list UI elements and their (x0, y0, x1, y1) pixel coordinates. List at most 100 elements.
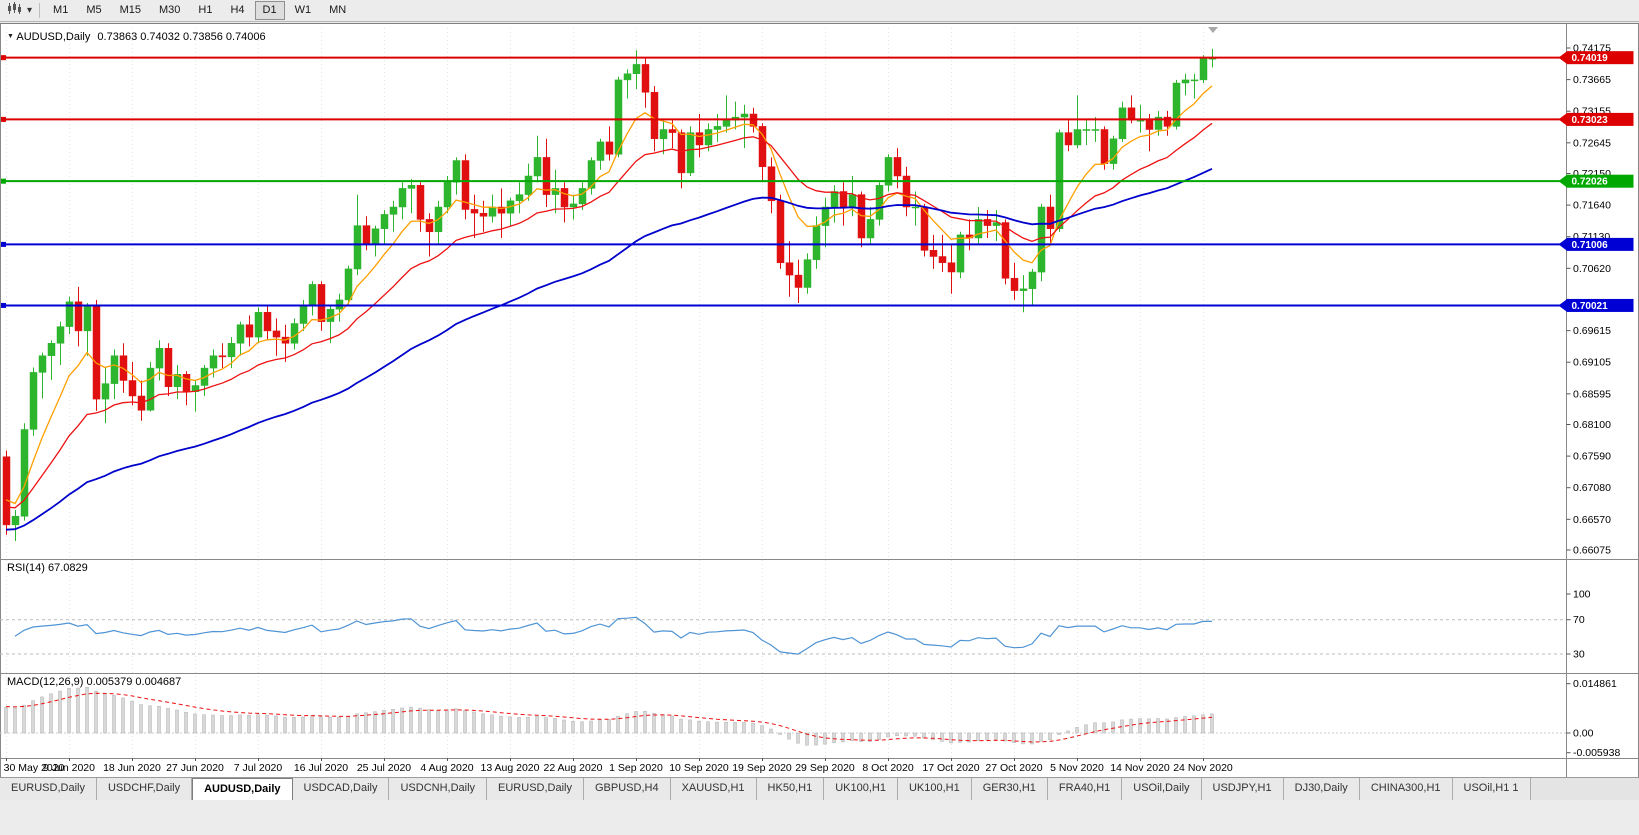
chart-symbol-label: AUDUSD,Daily (16, 31, 91, 43)
svg-text:25 Jul 2020: 25 Jul 2020 (357, 762, 411, 774)
chart-tab[interactable]: CHINA300,H1 (1359, 778, 1453, 800)
svg-text:0.74019: 0.74019 (1572, 53, 1609, 64)
svg-text:0.72645: 0.72645 (1573, 137, 1611, 149)
level-line-handle[interactable] (1, 55, 6, 61)
candlestick-chart-glyph (8, 1, 21, 14)
timeframe-buttons: M1 M5 M15 M30 H1 H4 D1 W1 MN (44, 1, 355, 20)
svg-text:0.67590: 0.67590 (1573, 451, 1611, 463)
level-line-handle[interactable] (1, 178, 6, 184)
chart-tab[interactable]: USDCAD,Daily (292, 778, 390, 800)
svg-text:0.66075: 0.66075 (1573, 545, 1611, 557)
macd-histogram (4, 686, 1214, 746)
svg-text:70: 70 (1573, 614, 1585, 626)
svg-text:0.68100: 0.68100 (1573, 419, 1611, 431)
svg-text:30: 30 (1573, 648, 1585, 660)
svg-text:0.67080: 0.67080 (1573, 482, 1611, 494)
svg-text:0.73665: 0.73665 (1573, 74, 1611, 86)
svg-text:19 Sep 2020: 19 Sep 2020 (732, 762, 792, 774)
svg-text:0.69615: 0.69615 (1573, 325, 1611, 337)
chart-tabs-bar: EURUSD,Daily USDCHF,Daily AUDUSD,Daily USDC… (0, 777, 1639, 800)
chart-tab[interactable]: USDCNH,Daily (389, 778, 488, 800)
price-axis-area[interactable] (1567, 24, 1639, 758)
svg-text:22 Aug 2020: 22 Aug 2020 (544, 762, 603, 774)
chart-tab[interactable]: XAUUSD,H1 (670, 778, 757, 800)
timeframe-button-d1[interactable]: D1 (254, 1, 285, 20)
chart-tab[interactable]: UK100,H1 (824, 778, 898, 800)
macd-pane-plot-area[interactable] (0, 673, 1566, 758)
chart-window: 0.741750.736650.731550.726450.721500.716… (0, 23, 1639, 778)
price-level-label: 0.73023 (1558, 112, 1634, 126)
chart-tab[interactable]: USDJPY,H1 (1201, 778, 1284, 800)
svg-text:7 Jul 2020: 7 Jul 2020 (234, 762, 283, 774)
price-level-label: 0.71006 (1558, 237, 1634, 251)
svg-text:-0.005938: -0.005938 (1573, 747, 1620, 759)
chart-title: ▼ AUDUSD,Daily 0.73863 0.74032 0.73856 0… (7, 31, 266, 43)
chart-dropdown-caret-icon[interactable]: ▾ (27, 4, 33, 16)
svg-text:16 Jul 2020: 16 Jul 2020 (294, 762, 348, 774)
ma-line-slow (5, 167, 1213, 531)
svg-text:0.70021: 0.70021 (1572, 301, 1609, 312)
svg-text:24 Nov 2020: 24 Nov 2020 (1173, 762, 1233, 774)
svg-text:13 Aug 2020: 13 Aug 2020 (481, 762, 540, 774)
level-line-handle[interactable] (1, 241, 6, 247)
level-line-handle[interactable] (1, 116, 6, 122)
price-level-label: 0.70021 (1558, 298, 1634, 312)
macd-signal-line (5, 692, 1213, 743)
svg-text:9 Jun 2020: 9 Jun 2020 (43, 762, 95, 774)
toolbar: ▾ M1 M5 M15 M30 H1 H4 D1 W1 MN (0, 0, 1639, 22)
chart-shift-marker[interactable] (1208, 27, 1218, 33)
timeframe-button-h4[interactable]: H4 (230, 4, 245, 16)
chart-tab[interactable]: GER30,H1 (971, 778, 1048, 800)
chart-tab[interactable]: EURUSD,Daily (0, 778, 97, 800)
chart-tab[interactable]: EURUSD,Daily (487, 778, 584, 800)
svg-text:30 May 2020: 30 May 2020 (4, 762, 65, 774)
chart-tab[interactable]: UK100,H1 (897, 778, 972, 800)
svg-text:0.71640: 0.71640 (1573, 200, 1611, 212)
price-pane-plot-area[interactable] (0, 25, 1566, 559)
chart-tab[interactable]: DJ30,Daily (1283, 778, 1360, 800)
chart-tab[interactable]: HK50,H1 (756, 778, 825, 800)
timeframe-button-m5[interactable]: M5 (86, 4, 102, 16)
svg-text:100: 100 (1573, 589, 1591, 601)
timeframe-button-h1[interactable]: H1 (198, 4, 213, 16)
timeframe-button-mn[interactable]: MN (329, 4, 347, 16)
timeframe-button-m1[interactable]: M1 (53, 4, 69, 16)
svg-text:0.66570: 0.66570 (1573, 514, 1611, 526)
svg-text:0.00: 0.00 (1573, 728, 1594, 740)
date-axis-area[interactable] (0, 758, 1566, 777)
chart-tab-active[interactable]: AUDUSD,Daily (192, 778, 293, 800)
svg-text:0.72026: 0.72026 (1572, 177, 1609, 188)
chart-tab[interactable]: FRA40,H1 (1047, 778, 1123, 800)
chart-tab[interactable]: USOil,H1 1 (1452, 778, 1531, 800)
collapse-triangle-icon[interactable]: ▼ (7, 33, 14, 40)
svg-text:1 Sep 2020: 1 Sep 2020 (609, 762, 663, 774)
chart-tab[interactable]: USOil,Daily (1122, 778, 1202, 800)
svg-text:10 Sep 2020: 10 Sep 2020 (669, 762, 729, 774)
ma-line-mid (5, 122, 1213, 509)
timeframe-button-w1[interactable]: W1 (294, 4, 312, 16)
svg-text:0.014861: 0.014861 (1573, 678, 1617, 690)
chart-tab[interactable]: GBPUSD,H4 (584, 778, 671, 800)
timeframe-button-m30[interactable]: M30 (159, 4, 181, 16)
svg-text:0.70620: 0.70620 (1573, 263, 1611, 275)
price-level-label: 0.72026 (1558, 174, 1634, 188)
rsi-pane-plot-area[interactable] (0, 559, 1566, 673)
svg-text:0.68595: 0.68595 (1573, 388, 1611, 400)
svg-text:4 Aug 2020: 4 Aug 2020 (420, 762, 473, 774)
price-level-label: 0.74019 (1558, 51, 1634, 65)
chart-background (0, 24, 1639, 777)
level-line-handle[interactable] (1, 302, 6, 308)
timeframe-button-m15[interactable]: M15 (119, 4, 141, 16)
svg-text:17 Oct 2020: 17 Oct 2020 (922, 762, 979, 774)
svg-text:29 Sep 2020: 29 Sep 2020 (795, 762, 855, 774)
ma-line-fast (5, 85, 1213, 505)
chart-type-icon[interactable] (4, 1, 24, 21)
rsi-indicator-label: RSI(14) 67.0829 (7, 562, 88, 574)
date-axis: 30 May 20209 Jun 2020 18 Jun 2020 27 Jun 2… (4, 758, 1233, 774)
rsi-line (14, 616, 1212, 655)
svg-text:14 Nov 2020: 14 Nov 2020 (1110, 762, 1170, 774)
svg-text:27 Oct 2020: 27 Oct 2020 (985, 762, 1042, 774)
svg-text:0.69105: 0.69105 (1573, 357, 1611, 369)
chart-tab[interactable]: USDCHF,Daily (96, 778, 193, 800)
